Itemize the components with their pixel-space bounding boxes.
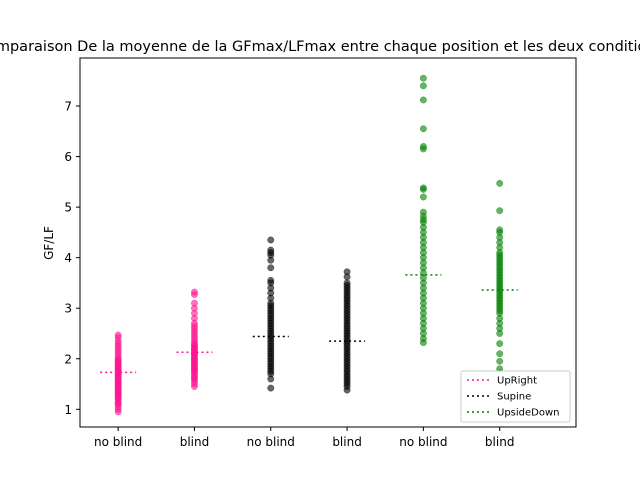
data-point xyxy=(419,74,427,82)
y-tick-label: 6 xyxy=(64,150,72,164)
x-tick-label: no blind xyxy=(247,435,295,449)
legend-label: UpsideDown xyxy=(497,408,560,419)
legend: UpRight Supine UpsideDown xyxy=(460,370,571,423)
data-point xyxy=(267,264,275,272)
legend-label: Supine xyxy=(497,392,531,403)
legend-label: UpRight xyxy=(497,376,537,387)
x-tick-label: no blind xyxy=(399,435,447,449)
data-point xyxy=(114,331,122,339)
y-tick-label: 2 xyxy=(64,352,72,366)
data-point xyxy=(496,357,504,365)
x-tick-label: blind xyxy=(332,435,362,449)
x-tick-label: blind xyxy=(180,435,210,449)
y-tick-label: 5 xyxy=(64,201,72,215)
data-point xyxy=(419,125,427,133)
y-tick-label: 4 xyxy=(64,251,72,265)
data-point xyxy=(267,236,275,244)
data-point xyxy=(419,143,427,150)
data-point xyxy=(419,184,427,192)
data-point xyxy=(496,207,504,215)
y-axis-ticks: 1 2 3 4 5 6 7 xyxy=(64,100,80,417)
plot-frame xyxy=(79,57,577,428)
y-tick-label: 1 xyxy=(64,403,72,417)
y-tick-label: 7 xyxy=(64,100,72,114)
data-point xyxy=(496,340,504,348)
data-point xyxy=(191,288,198,296)
chart-title: Comparaison De la moyenne de la GFmax/LF… xyxy=(0,39,640,55)
data-point xyxy=(343,268,351,276)
data-marks xyxy=(100,74,518,416)
data-point xyxy=(419,96,427,104)
data-point xyxy=(419,193,427,201)
data-point xyxy=(191,299,198,307)
y-axis-label: GF/LF xyxy=(42,226,56,260)
y-tick-label: 3 xyxy=(64,302,72,316)
data-point xyxy=(267,276,275,284)
x-axis-ticks: no blind blind no blind blind no blind blind xyxy=(94,427,514,449)
data-point xyxy=(267,384,275,392)
data-point xyxy=(496,179,504,187)
data-point xyxy=(267,246,275,254)
data-point xyxy=(419,208,427,216)
x-tick-label: no blind xyxy=(94,435,142,449)
data-point xyxy=(496,226,504,234)
data-point xyxy=(496,350,504,358)
legend-box xyxy=(460,370,571,423)
data-point xyxy=(343,279,351,287)
x-tick-label: blind xyxy=(485,435,515,449)
data-point xyxy=(419,82,427,90)
